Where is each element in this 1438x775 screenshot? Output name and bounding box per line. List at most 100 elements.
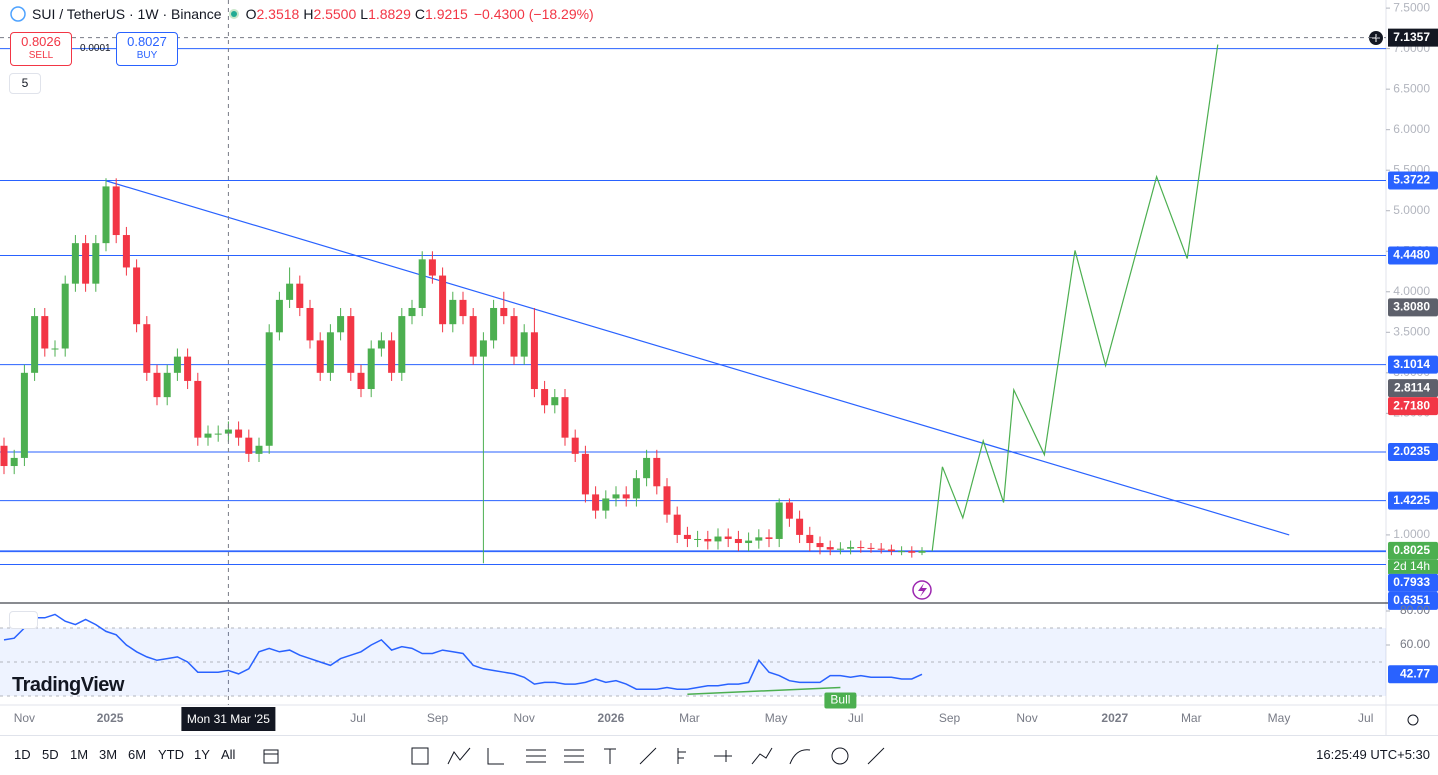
tool-measure[interactable] (714, 750, 732, 762)
candle-body (245, 437, 253, 454)
y-tick-label: 6.5000 (1393, 81, 1430, 95)
tool-gann[interactable] (564, 749, 584, 763)
symbol-header: SUI / TetherUS · 1W · Binance O2.3518 H2.… (10, 6, 594, 22)
market-status (228, 9, 239, 19)
range-button[interactable]: 1Y (194, 747, 210, 762)
price-badge-label: 1.4225 (1393, 493, 1430, 507)
candle-body (173, 356, 181, 373)
candle-body (745, 540, 753, 544)
tool-fib[interactable] (526, 749, 546, 763)
candle-body (296, 283, 304, 308)
candle-body (286, 283, 294, 300)
candle-body (306, 307, 314, 341)
candle-body (112, 186, 120, 236)
ohlc-value: 2.5500 (313, 6, 357, 22)
date-range-icon[interactable] (262, 746, 282, 766)
candle-body (836, 548, 844, 550)
indicators-toggle[interactable]: 5 (9, 73, 41, 94)
event-icon[interactable] (912, 580, 932, 600)
candle-body (592, 494, 600, 511)
tool-curve[interactable] (789, 749, 811, 765)
symbol[interactable]: SUI / TetherUS · 1W · Binance (32, 6, 222, 22)
tool-arrow[interactable] (867, 747, 885, 765)
sell-button[interactable]: 0.8026 SELL (10, 32, 72, 66)
price-badge-label: 3.8080 (1393, 300, 1430, 314)
x-tick-label: Sep (939, 711, 961, 725)
price-badge-label: 3.1014 (1393, 357, 1430, 371)
candle-body (581, 453, 589, 495)
candle-body (755, 537, 763, 541)
tool-rect[interactable] (411, 747, 429, 765)
tool-brush[interactable] (639, 747, 657, 765)
range-button[interactable]: All (221, 747, 236, 762)
range-button[interactable]: YTD (158, 747, 184, 762)
y-tick-label: 5.0000 (1393, 203, 1430, 217)
spread: 0.0001 (80, 43, 111, 54)
candle-body (704, 538, 712, 542)
candle-body (357, 372, 365, 390)
ohlc-key: H (303, 6, 314, 22)
candle-body (785, 502, 793, 519)
range-button[interactable]: 1M (70, 747, 89, 762)
divergence-badge (824, 692, 857, 709)
candle-body (31, 316, 39, 373)
candle-body (153, 372, 161, 398)
price-badge-label: 0.6351 (1393, 593, 1430, 607)
candle-body (41, 316, 49, 349)
candle-body (82, 243, 90, 284)
event-bolt (918, 583, 927, 597)
candle-body (51, 348, 59, 350)
rsi-badge (1388, 665, 1438, 684)
tool-line[interactable] (487, 748, 504, 765)
tool-cycle[interactable] (831, 747, 849, 765)
trendline (105, 180, 1290, 536)
tool-pattern[interactable] (447, 747, 471, 765)
candle-body (847, 547, 855, 549)
sell-label: SELL (28, 50, 54, 61)
tool-path[interactable] (751, 747, 773, 765)
price-badge-label: 5.3722 (1393, 173, 1430, 187)
buy-button[interactable]: 0.8027 BUY (116, 32, 178, 66)
tool-forecast[interactable] (677, 748, 686, 764)
price-badge (1388, 397, 1438, 416)
ohlc: O2.3518 H2.5500 L1.8829 C1.9215 (246, 6, 468, 22)
price-badge-label: 4.4480 (1393, 248, 1430, 262)
candle-body (724, 536, 732, 539)
coin-icon (10, 6, 26, 22)
x-tick-label: Jul (350, 711, 365, 725)
candle-body (632, 478, 640, 499)
logo: TradingView (12, 674, 124, 696)
range-button[interactable]: 6M (128, 747, 147, 762)
x-tick-label: 2026 (598, 711, 625, 725)
chart: 7.50007.00006.50006.00005.50005.00004.50… (0, 0, 1438, 735)
rsi-collapse[interactable] (9, 611, 38, 629)
candle-body (235, 429, 243, 438)
price-badge (1388, 355, 1438, 374)
range-button[interactable]: 5D (42, 747, 59, 762)
rsi-tick-label: 80.00 (1400, 603, 1430, 617)
candle-body (694, 538, 702, 540)
price-badge-label: 2.7180 (1393, 398, 1430, 412)
candle-body (612, 494, 620, 499)
settings-icon[interactable] (1407, 714, 1419, 726)
countdown-badge (1388, 559, 1438, 574)
price-badge-label: 2.0235 (1393, 444, 1430, 458)
candle-body (122, 235, 130, 268)
price-badge (1388, 573, 1438, 592)
candle-body (439, 275, 447, 325)
x-tick-label: Jul (1358, 711, 1373, 725)
candle-body (398, 316, 406, 373)
price-badge (1388, 591, 1438, 610)
candle-body (163, 372, 171, 398)
tool-text[interactable] (604, 748, 616, 764)
candle-body (571, 437, 579, 454)
buy-label: BUY (136, 50, 158, 61)
candle-body (653, 457, 661, 487)
range-button[interactable]: 3M (99, 747, 118, 762)
candle-body (255, 445, 263, 454)
x-tick-label: Nov (14, 711, 35, 725)
y-tick-label: 3.5000 (1393, 324, 1430, 338)
range-button[interactable]: 1D (14, 747, 31, 762)
candle-body (377, 340, 385, 349)
crosshair-y-label: 7.1357 (1393, 30, 1430, 44)
